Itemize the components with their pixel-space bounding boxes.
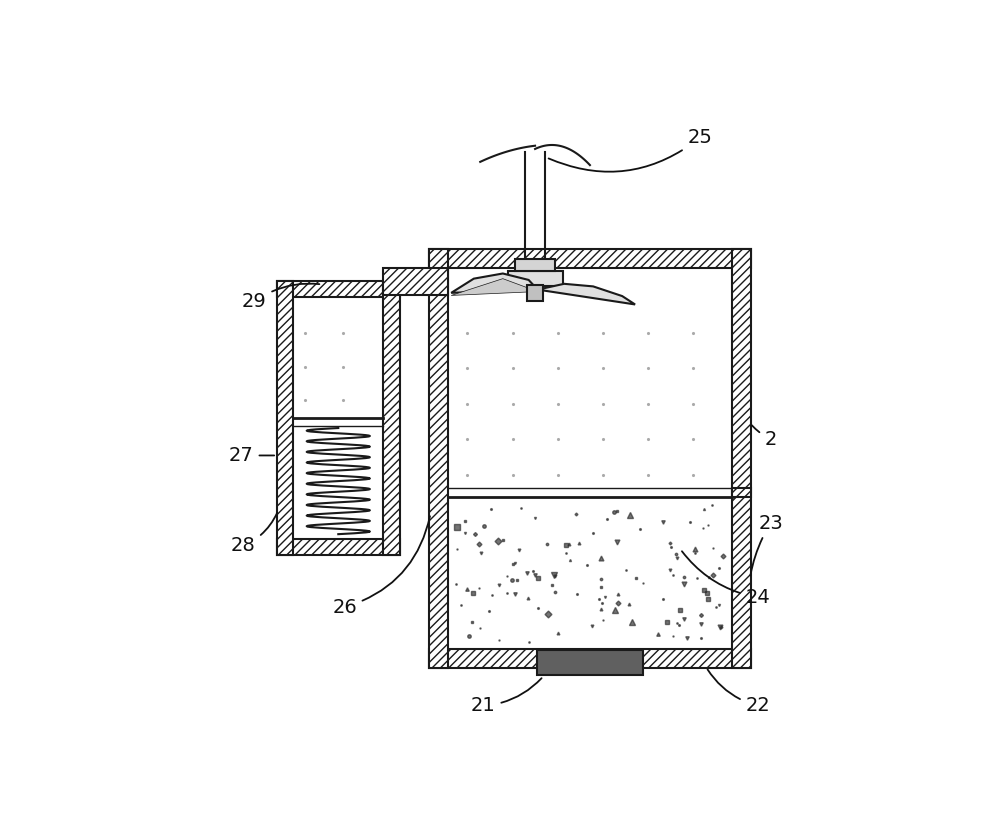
Polygon shape [451,273,538,292]
Bar [732,249,751,669]
Text: 29: 29 [242,283,319,312]
Bar [277,282,400,297]
Bar [383,282,400,556]
Text: 26: 26 [332,516,430,617]
Bar [508,271,563,287]
Bar [293,297,383,540]
Text: 2: 2 [752,425,777,449]
Bar [732,489,751,498]
Text: 21: 21 [471,678,542,716]
Bar [277,282,293,556]
Bar [429,249,751,268]
Bar [537,649,643,675]
Polygon shape [451,279,538,296]
Bar [448,268,732,649]
Bar [527,285,543,301]
Text: 24: 24 [682,551,770,607]
Text: 27: 27 [229,446,274,465]
Text: 23: 23 [750,514,783,576]
Bar [515,259,555,271]
Bar [429,649,751,669]
Bar [277,540,400,556]
Bar [429,249,448,669]
Text: 28: 28 [231,513,277,556]
Bar [383,267,448,296]
Text: 22: 22 [708,670,770,716]
Text: 25: 25 [549,128,712,172]
Polygon shape [538,284,635,304]
